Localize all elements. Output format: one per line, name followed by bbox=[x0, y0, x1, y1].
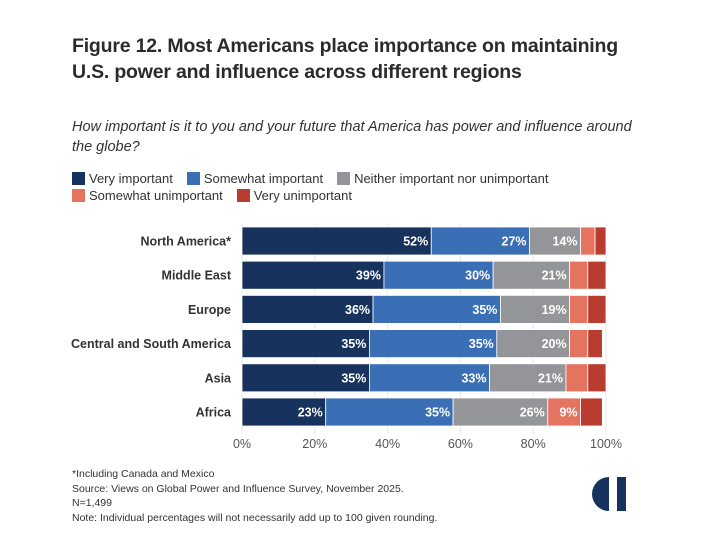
data-label: 14% bbox=[552, 235, 577, 249]
data-label: 33% bbox=[461, 371, 486, 385]
data-label: 52% bbox=[403, 235, 428, 249]
x-tick-label: 80% bbox=[521, 437, 546, 451]
chart-subtitle: How important is it to you and your futu… bbox=[72, 119, 632, 155]
footnote-asterisk: *Including Canada and Mexico bbox=[72, 468, 215, 480]
source-note: Source: Views on Global Power and Influe… bbox=[72, 482, 404, 495]
data-label: 35% bbox=[341, 337, 366, 351]
sample-size: N=1,499 bbox=[72, 497, 112, 509]
bar-segment bbox=[430, 226, 530, 256]
x-tick-label: 100% bbox=[590, 437, 622, 451]
legend: Very important Somewhat important Neithe… bbox=[72, 170, 632, 204]
bar-segment bbox=[569, 329, 589, 359]
data-label: 35% bbox=[469, 337, 494, 351]
data-label: 9% bbox=[559, 406, 577, 420]
category-label: Middle East bbox=[162, 269, 232, 283]
half-circle-logo-icon bbox=[592, 477, 626, 511]
data-label: 26% bbox=[520, 406, 545, 420]
legend-swatch bbox=[72, 172, 85, 185]
bar-segment bbox=[241, 397, 327, 427]
bar-segment bbox=[496, 329, 570, 359]
bar-segment bbox=[569, 294, 589, 324]
bar-segment bbox=[372, 294, 501, 324]
bar-segment bbox=[325, 397, 454, 427]
bar-segment bbox=[587, 363, 607, 393]
chart-title: Figure 12. Most Americans place importan… bbox=[72, 35, 618, 83]
legend-label: Somewhat unimportant bbox=[89, 188, 223, 203]
x-tick-label: 0% bbox=[233, 437, 251, 451]
legend-item-somewhat-unimportant: Somewhat unimportant bbox=[72, 188, 223, 203]
legend-swatch bbox=[186, 172, 200, 185]
footer-notes: *Including Canada and Mexico Source: Vie… bbox=[72, 467, 437, 525]
bar-segment bbox=[580, 226, 596, 256]
legend-label: Neither important nor unimportant bbox=[354, 171, 549, 186]
bar-segment bbox=[368, 329, 498, 359]
data-label: 27% bbox=[502, 235, 527, 249]
logo-bar bbox=[617, 477, 626, 511]
bar-segment bbox=[368, 363, 490, 393]
category-label: Europe bbox=[188, 303, 231, 317]
data-label: 35% bbox=[341, 371, 366, 385]
data-label: 30% bbox=[465, 269, 490, 283]
legend-label: Very important bbox=[89, 171, 173, 186]
data-label: 19% bbox=[542, 303, 567, 317]
category-label: Asia bbox=[205, 371, 232, 385]
data-label: 23% bbox=[298, 406, 323, 420]
data-label: 39% bbox=[356, 269, 381, 283]
data-label: 21% bbox=[538, 371, 563, 385]
rounding-note: Note: Individual percentages will not ne… bbox=[72, 511, 438, 524]
logo-half-circle bbox=[592, 477, 609, 511]
legend-item-very-important: Very important bbox=[72, 171, 173, 186]
x-tick-label: 60% bbox=[448, 437, 473, 451]
legend-item-very-unimportant: Very unimportant bbox=[236, 188, 352, 203]
bar-segment bbox=[492, 260, 571, 290]
data-label: 20% bbox=[542, 337, 567, 351]
legend-item-somewhat-important: Somewhat important bbox=[186, 171, 324, 186]
bar-segment bbox=[241, 226, 432, 256]
legend-swatch bbox=[337, 172, 351, 185]
category-label: Central and South America bbox=[71, 337, 232, 351]
x-tick-label: 20% bbox=[302, 437, 327, 451]
x-tick-label: 40% bbox=[375, 437, 400, 451]
category-label: North America* bbox=[140, 235, 231, 249]
bar-segment bbox=[565, 363, 589, 393]
bar-segment bbox=[241, 363, 370, 393]
bar-segment bbox=[587, 329, 603, 359]
legend-item-neither: Neither important nor unimportant bbox=[337, 171, 548, 186]
legend-label: Somewhat important bbox=[203, 171, 324, 186]
bar-segment bbox=[452, 397, 549, 427]
bar-segment bbox=[383, 260, 494, 290]
data-label: 21% bbox=[542, 269, 567, 283]
bar-segment bbox=[594, 226, 607, 256]
legend-swatch bbox=[236, 189, 250, 202]
bar-segment bbox=[529, 226, 581, 256]
data-label: 36% bbox=[345, 303, 370, 317]
legend-swatch bbox=[72, 189, 85, 202]
category-label: Africa bbox=[196, 406, 232, 420]
data-label: 35% bbox=[425, 406, 450, 420]
bar-segment bbox=[569, 260, 589, 290]
legend-label: Very unimportant bbox=[253, 188, 352, 203]
data-label: 35% bbox=[472, 303, 497, 317]
bar-segment bbox=[241, 329, 370, 359]
bar-segment bbox=[500, 294, 571, 324]
legend-row-2: Somewhat unimportant Very unimportant bbox=[72, 187, 632, 204]
bar-segment bbox=[587, 294, 607, 324]
bar-segment bbox=[587, 260, 607, 290]
bar-segment bbox=[241, 294, 374, 324]
legend-row-1: Very important Somewhat important Neithe… bbox=[72, 170, 632, 187]
bar-segment bbox=[580, 397, 603, 427]
